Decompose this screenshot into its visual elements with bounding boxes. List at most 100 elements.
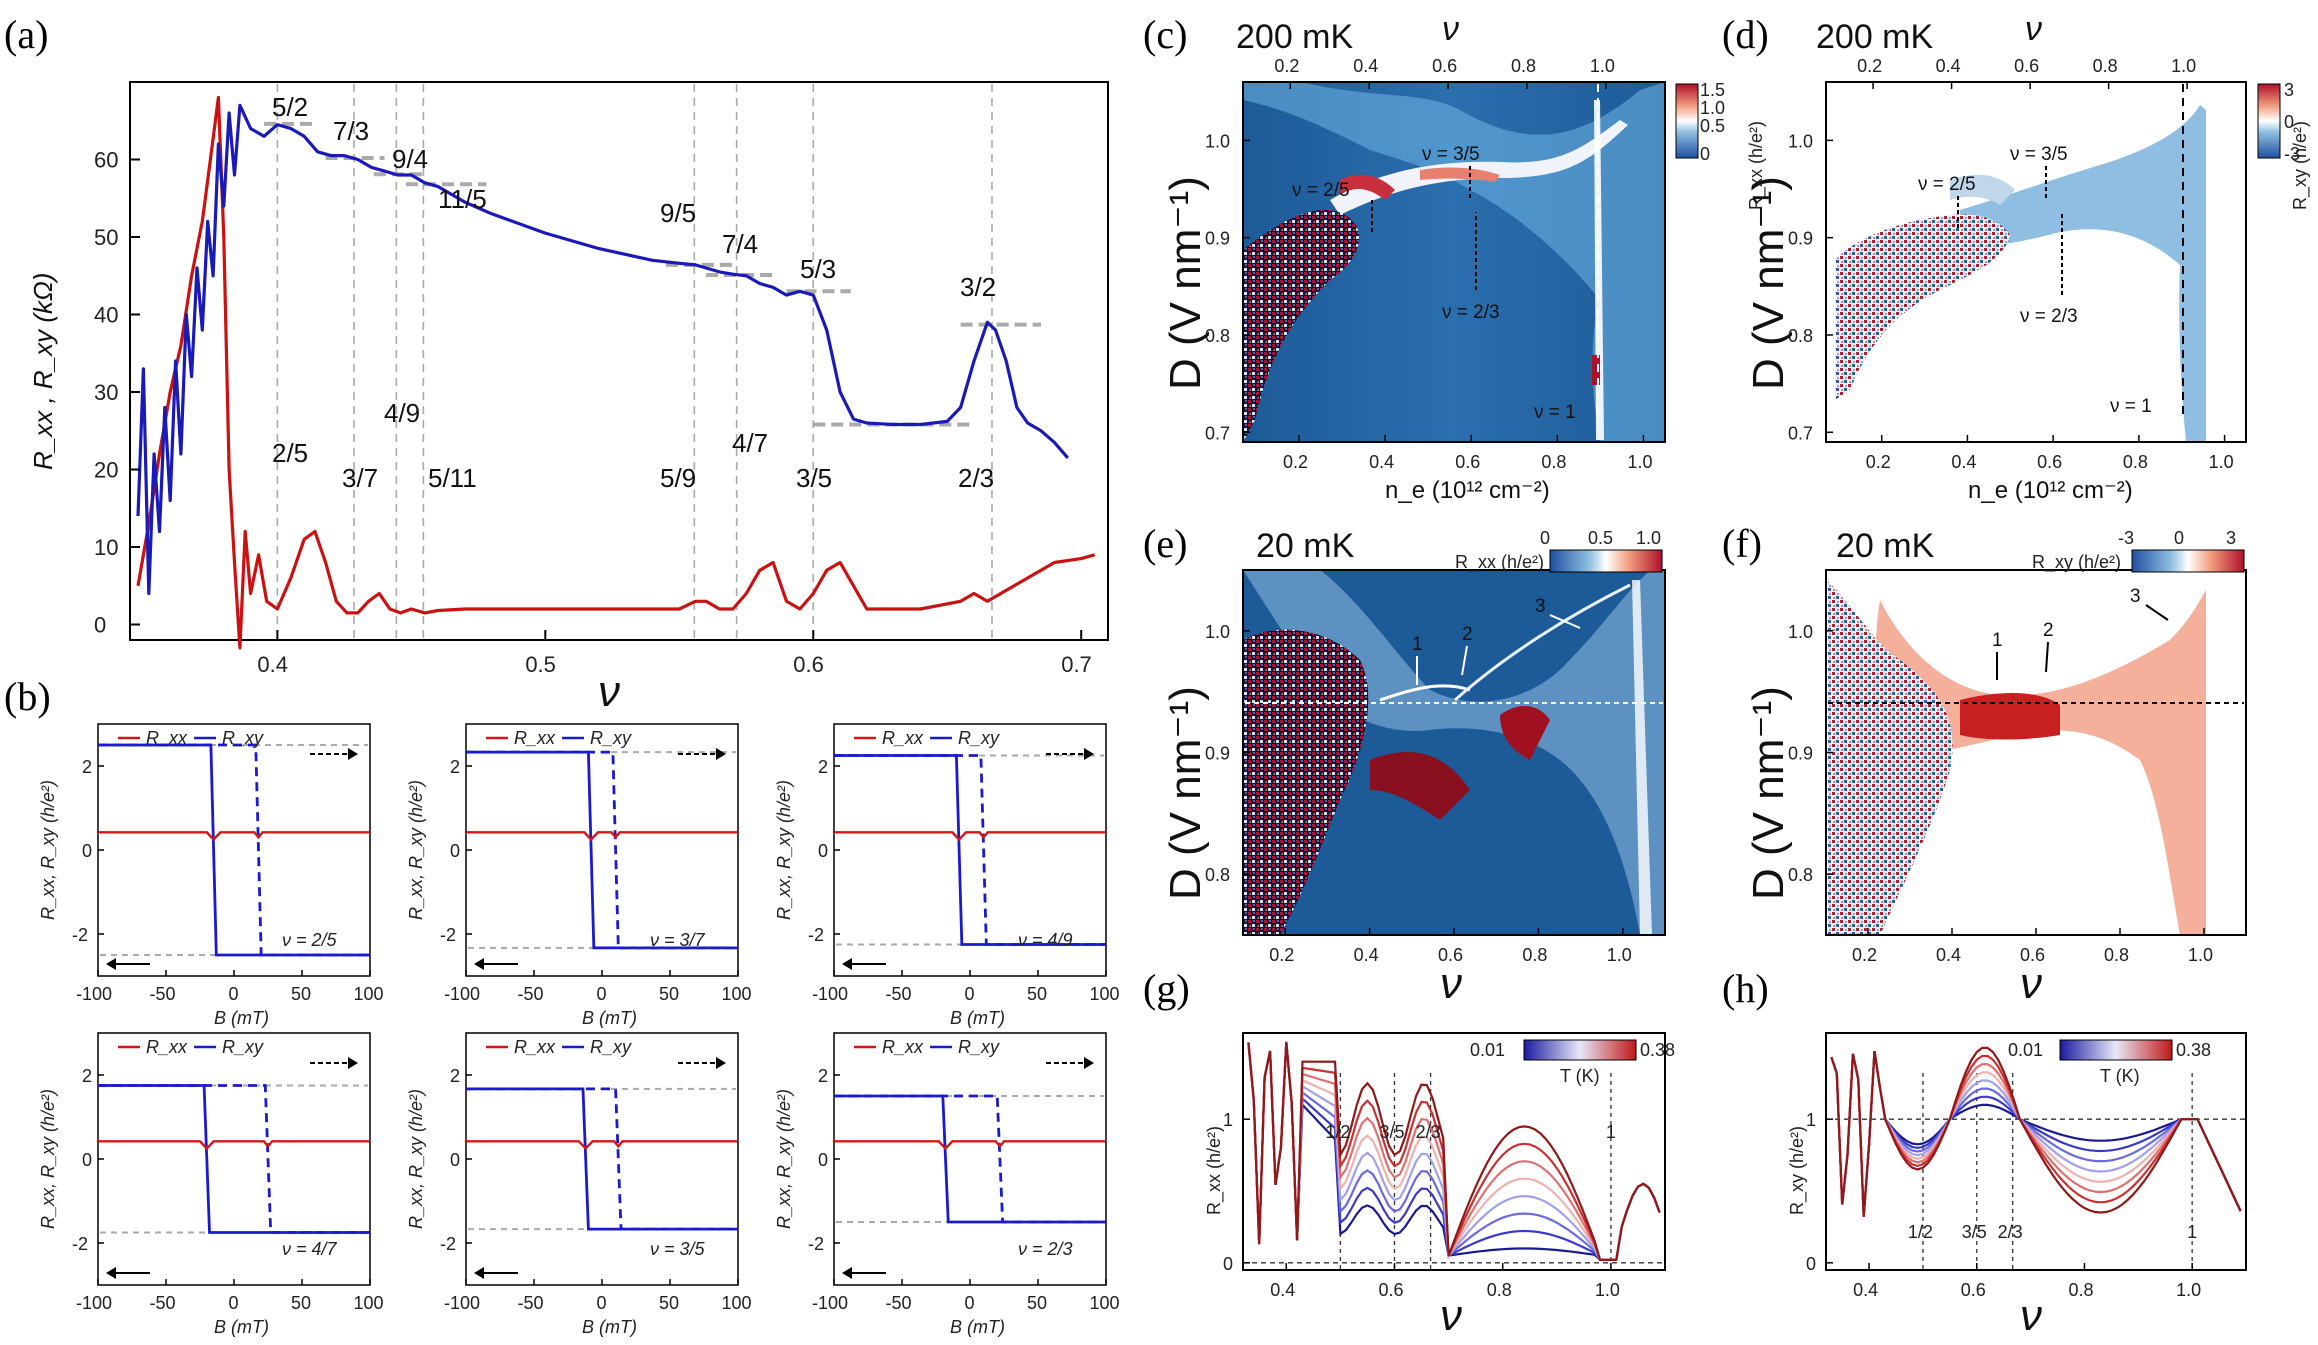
panel-e-ytick-label: 1.0 — [1205, 622, 1230, 642]
panel-e-title: 20 mK — [1256, 527, 1355, 565]
panel-b-xtick-label: 50 — [1027, 1293, 1047, 1313]
panel-f-xtick-label: 0.8 — [2104, 945, 2129, 965]
panel-h-colorbar-tick-min: 0.01 — [2008, 1040, 2043, 1060]
panel-b-rxy-up-sweep — [466, 1087, 738, 1231]
panel-d-xlabel: n_e (10¹² cm⁻²) — [1968, 477, 2133, 504]
panel-g-xtick-label: 0.8 — [1487, 1280, 1512, 1300]
panel-a-bottom-fraction-label: 2/3 — [958, 463, 994, 493]
panel-f-heatmap: 20 mK 0.2 0.4 0.6 0.8 1.0 0.8 0.9 1.0 ν D (V nm… — [1744, 527, 2247, 1008]
panel-b-ytick-label: 0 — [450, 841, 460, 861]
panel-b-rxy-up-sweep — [98, 1084, 370, 1234]
panel-g-xtick-label: 0.4 — [1270, 1280, 1295, 1300]
panel-b-xtick-label: 50 — [659, 1293, 679, 1313]
panel-f-colorbar-tick: -3 — [2118, 528, 2134, 548]
panel-a-bottom-fraction-label: 3/5 — [796, 463, 832, 493]
panel-b-ytick-label: 2 — [450, 1066, 460, 1086]
panel-c-xtick-label: 1.0 — [1627, 452, 1652, 472]
panel-b-xtick-label: -100 — [76, 1293, 112, 1313]
panel-c-colorbar-label: R_xx (h/e²) — [1746, 121, 1767, 210]
panel-g-temperature-trace — [1247, 1041, 1661, 1261]
panel-b-xlabel: B (mT) — [582, 1008, 637, 1028]
panel-b-xtick-label: -50 — [518, 984, 544, 1004]
panel-b-xtick-label: -100 — [444, 1293, 480, 1313]
panel-c-title: 200 mK — [1236, 18, 1353, 56]
panel-h-chart: 0.4 0.6 0.8 1.0 0 1 1/2 3/5 2/3 1 ν R_xy (h/e²) 0… — [1787, 1032, 2247, 1340]
panel-b-ytick-label: -2 — [808, 925, 824, 945]
panel-a-xtick-label: 0.4 — [257, 652, 288, 677]
panel-g-colorbar — [1523, 1039, 1637, 1061]
panel-b-rxy-down-sweep — [834, 754, 1106, 946]
panel-g-xtick-label: 1.0 — [1595, 1280, 1620, 1300]
panel-c-annotation-1: ν = 1 — [1534, 402, 1576, 423]
panel-d-ylabel: D (V nm⁻¹) — [1744, 176, 1793, 390]
panel-a-ytick-label: 30 — [94, 380, 118, 405]
panel-b-down-sweep-arrowhead — [474, 958, 484, 970]
panel-h-temperature-trace — [1830, 1050, 2242, 1217]
panel-b-ytick-label: 0 — [818, 841, 828, 861]
panel-a-top-fraction-label: 9/5 — [660, 198, 696, 228]
panel-d-xtick-label: 0.6 — [2037, 452, 2062, 472]
panel-c-ylabel: D (V nm⁻¹) — [1161, 176, 1210, 390]
panel-c-annotation-3-5: ν = 3/5 — [1422, 144, 1480, 165]
panel-h-temperature-trace — [1830, 1046, 2242, 1217]
panel-b-ytick-label: -2 — [808, 1234, 824, 1254]
panel-h-colorbar-label: T (K) — [2100, 1066, 2140, 1086]
panel-a-frame — [129, 81, 1109, 641]
panel-b-xtick-label: 0 — [597, 1293, 607, 1313]
panel-d-annotation-2-5: ν = 2/5 — [1918, 174, 1976, 195]
panel-b-ytick-label: 2 — [82, 757, 92, 777]
panel-b-xlabel: B (mT) — [950, 1317, 1005, 1337]
panel-b-xtick-label: -100 — [444, 984, 480, 1004]
panel-f-xtick-label: 0.4 — [1936, 945, 1961, 965]
panel-d-xtick-label: 0.4 — [1951, 452, 1976, 472]
panel-b-legend-rxy-label: R_xy — [590, 1037, 632, 1057]
panel-g-colorbar-tick-min: 0.01 — [1470, 1040, 1505, 1060]
panel-g-ytick-label: 0 — [1223, 1254, 1233, 1274]
panel-e-colorbar — [1549, 549, 1663, 573]
panel-c-colorbar-tick: 1.0 — [1700, 98, 1725, 118]
panel-b-rxy-down-sweep — [98, 1084, 370, 1234]
panel-a-ytick-label: 60 — [94, 148, 118, 173]
panel-d-top-tick-label: 1.0 — [2171, 56, 2196, 76]
panel-f-xtick-label: 0.6 — [2020, 945, 2045, 965]
panel-b-xtick-label: -50 — [518, 1293, 544, 1313]
panel-d-heatmap: 200 mK ν 0.2 0.4 0.6 0.8 1.0 0.7 0.8 0.9 1.0 0.2 0… — [1744, 10, 2311, 504]
panel-b-legend-rxx-label: R_xx — [514, 728, 556, 748]
panel-b-xtick-label: -50 — [886, 1293, 912, 1313]
panel-f-colorbar — [2131, 549, 2245, 573]
panel-b-xlabel: B (mT) — [214, 1317, 269, 1337]
panel-g-xlabel: ν — [1440, 1291, 1462, 1340]
panel-d-xtick-label: 0.2 — [1866, 452, 1891, 472]
panel-b-up-sweep-arrowhead — [348, 1057, 358, 1069]
panel-a-ytick-label: 0 — [94, 613, 106, 638]
panel-d-xtick-label: 1.0 — [2209, 452, 2234, 472]
panel-c-ytick-label: 1.0 — [1205, 131, 1230, 151]
panel-c-colorbar-tick: 0 — [1700, 144, 1710, 164]
panel-a-top-fraction-label: 11/5 — [438, 184, 487, 214]
panel-g-temperature-trace — [1247, 1041, 1661, 1261]
panel-d-title: 200 mK — [1816, 18, 1933, 56]
panel-f-xlabel: ν — [2020, 959, 2042, 1008]
panel-a-ytick-label: 50 — [94, 225, 118, 250]
panel-b-legend-rxx-label: R_xx — [146, 1037, 188, 1057]
panel-d-ytick-label: 0.8 — [1788, 326, 1813, 346]
panel-f-title: 20 mK — [1836, 527, 1935, 565]
panel-c-xtick-label: 0.4 — [1369, 452, 1394, 472]
panel-b-xlabel: B (mT) — [582, 1317, 637, 1337]
panel-b-legend-rxx-label: R_xx — [882, 1037, 924, 1057]
panel-d-top-tick-label: 0.8 — [2093, 56, 2118, 76]
panel-h-temperature-trace — [1830, 1050, 2242, 1217]
panel-b-xtick-label: 100 — [722, 984, 752, 1004]
panel-e-xtick-label: 1.0 — [1607, 945, 1632, 965]
panel-a-top-fraction-label: 7/3 — [333, 116, 369, 146]
panel-d-ytick-label: 0.7 — [1788, 423, 1813, 443]
panel-h-fraction-annotation: 1/2 — [1908, 1222, 1933, 1242]
panel-b-ytick-label: -2 — [72, 925, 88, 945]
panel-d-colorbar-label: R_xy (h/e²) — [2290, 121, 2311, 210]
panel-d-ytick-label: 1.0 — [1788, 131, 1813, 151]
panel-f-colorbar-label: R_xy (h/e²) — [2032, 552, 2121, 573]
panel-e-heatmap: 20 mK 0.2 0.4 0.6 0.8 1.0 0.8 0.9 1.0 ν D (V nm… — [1161, 527, 1666, 1008]
panel-c-ytick-label: 0.8 — [1205, 326, 1230, 346]
panel-b-legend-rxy-label: R_xy — [958, 1037, 1000, 1057]
panel-b-ylabel: R_xx, R_xy (h/e²) — [774, 1089, 794, 1229]
